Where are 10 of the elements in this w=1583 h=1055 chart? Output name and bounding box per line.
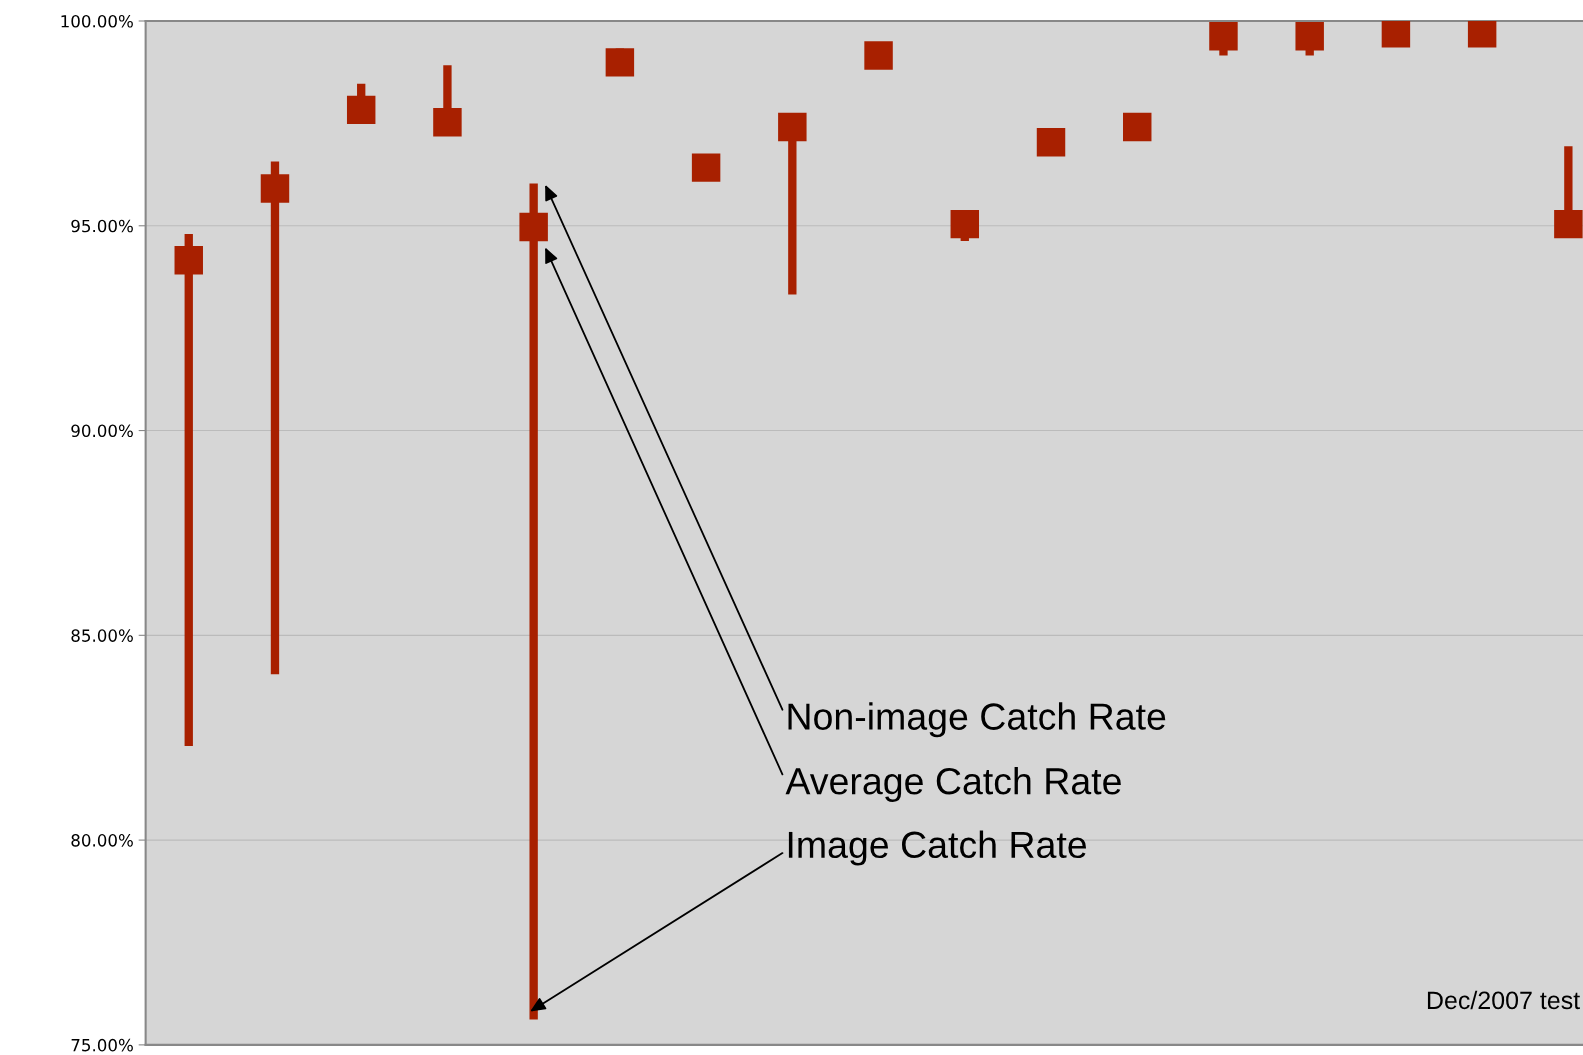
annotation: Average Catch Rate [785, 766, 1121, 802]
annotation: Image Catch Rate [788, 830, 1087, 866]
y-tick-label: 95.00% [71, 219, 133, 233]
annotation: Non-image Catch Rate [788, 702, 1166, 738]
y-tick-label: 85.00% [71, 629, 133, 642]
y-tick-label: 100.00% [61, 14, 133, 28]
annotation: Dec/2007 test [1427, 990, 1580, 1010]
y-tick-label: 80.00% [71, 834, 133, 847]
y-tick-label: 90.00% [71, 424, 133, 438]
y-tick-label: 75.00% [71, 1038, 133, 1052]
